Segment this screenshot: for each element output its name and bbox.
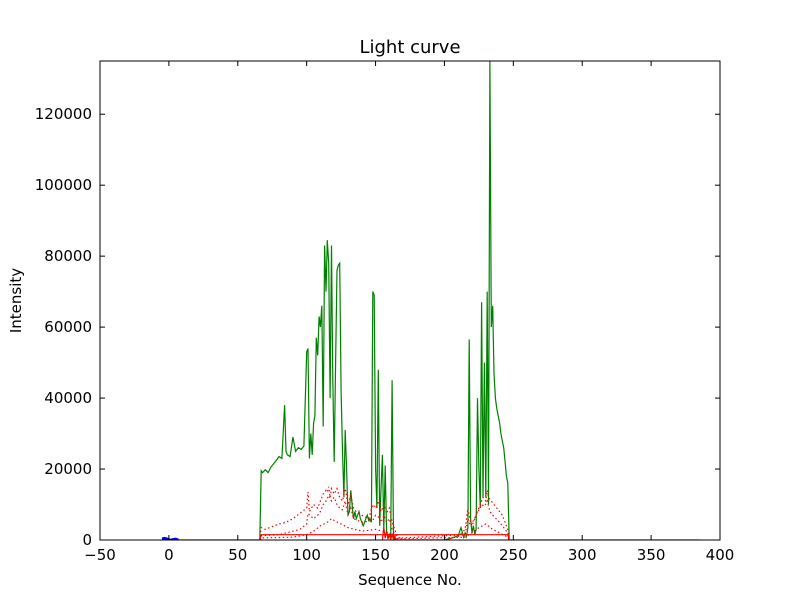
y-tick-label: 60000: [44, 318, 92, 336]
y-tick-label: 120000: [35, 105, 92, 123]
x-tick-label: 150: [361, 546, 390, 564]
y-tick-label: 0: [82, 531, 92, 549]
series-line-2: [259, 486, 510, 540]
y-tick-label: 100000: [35, 176, 92, 194]
y-axis-label: Intensity: [7, 268, 25, 333]
chart-title: Light curve: [359, 37, 460, 58]
x-tick-label: −50: [84, 546, 116, 564]
plot-frame: [99, 60, 721, 541]
x-tick-label: 350: [637, 546, 666, 564]
x-tick-label: 300: [568, 546, 597, 564]
series-line-7: [161, 536, 179, 540]
x-tick-label: 400: [706, 546, 735, 564]
x-tick-label: 200: [430, 546, 459, 564]
series-line-3: [259, 494, 510, 540]
x-tick-label: 250: [499, 546, 528, 564]
series-line-6: [381, 527, 397, 540]
y-tick-label: 40000: [44, 389, 92, 407]
series-layer: [161, 61, 700, 540]
x-axis-label: Sequence No.: [358, 571, 462, 589]
x-tick-label: 50: [228, 546, 247, 564]
ticks-layer: −50 0 50 100 150 200 250 300 350 4000200004000060…: [35, 61, 735, 564]
y-tick-label: 20000: [44, 460, 92, 478]
series-line-1: [162, 61, 700, 540]
y-tick-label: 80000: [44, 247, 92, 265]
x-tick-label: 0: [164, 546, 174, 564]
x-tick-label: 100: [292, 546, 321, 564]
